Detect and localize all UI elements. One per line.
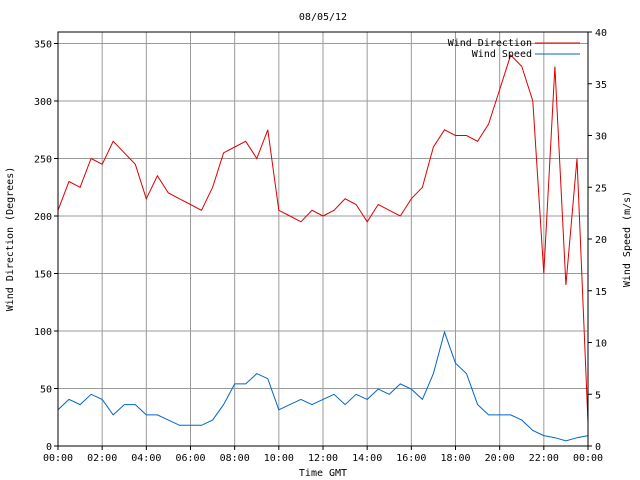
y-axis-right: 0 5 10 15 20 25 30 35 40	[588, 28, 607, 453]
y-axis-left: 0 50 100 150 200 250 300 350	[34, 40, 58, 453]
y-right-tick-label: 10	[595, 339, 607, 350]
x-axis-label: Time GMT	[299, 468, 347, 479]
x-tick-label: 20:00	[485, 453, 515, 464]
y-right-tick-label: 35	[595, 80, 607, 91]
x-tick-label: 00:00	[573, 453, 603, 464]
legend: Wind Direction Wind Speed	[448, 38, 580, 60]
legend-label-direction: Wind Direction	[448, 38, 532, 49]
x-tick-label: 00:00	[43, 453, 73, 464]
y-axis-right-label: Wind Speed (m/s)	[622, 191, 633, 287]
x-tick-label: 02:00	[87, 453, 117, 464]
x-tick-label: 22:00	[529, 453, 559, 464]
x-tick-label: 06:00	[175, 453, 205, 464]
x-tick-label: 04:00	[131, 453, 161, 464]
y-right-tick-label: 0	[595, 442, 601, 453]
y-left-tick-label: 50	[40, 385, 52, 396]
wind-speed-line	[57, 330, 589, 442]
y-left-tick-label: 200	[34, 212, 52, 223]
x-tick-label: 16:00	[396, 453, 426, 464]
y-right-tick-label: 40	[595, 28, 607, 39]
legend-label-speed: Wind Speed	[472, 49, 532, 60]
y-right-tick-label: 15	[595, 287, 607, 298]
x-axis: 00:00 02:00 04:00 06:00 08:00 10:00 12:00 14:00…	[43, 446, 603, 464]
y-axis-left-label: Wind Direction (Degrees)	[5, 167, 16, 312]
y-left-tick-label: 250	[34, 155, 52, 166]
x-tick-label: 18:00	[440, 453, 470, 464]
x-tick-label: 10:00	[264, 453, 294, 464]
y-right-tick-label: 30	[595, 132, 607, 143]
y-left-tick-label: 100	[34, 327, 52, 338]
grid	[57, 32, 589, 447]
y-left-tick-label: 150	[34, 270, 52, 281]
y-left-tick-label: 0	[46, 442, 52, 453]
x-tick-label: 12:00	[308, 453, 338, 464]
y-right-tick-label: 20	[595, 235, 607, 246]
y-right-tick-label: 5	[595, 390, 601, 401]
y-right-tick-label: 25	[595, 183, 607, 194]
y-left-tick-label: 350	[34, 40, 52, 51]
x-tick-label: 08:00	[220, 453, 250, 464]
chart-title: 08/05/12	[299, 12, 347, 23]
x-tick-label: 14:00	[352, 453, 382, 464]
plot-area	[57, 54, 589, 442]
y-left-tick-label: 300	[34, 97, 52, 108]
wind-direction-line	[57, 54, 589, 424]
